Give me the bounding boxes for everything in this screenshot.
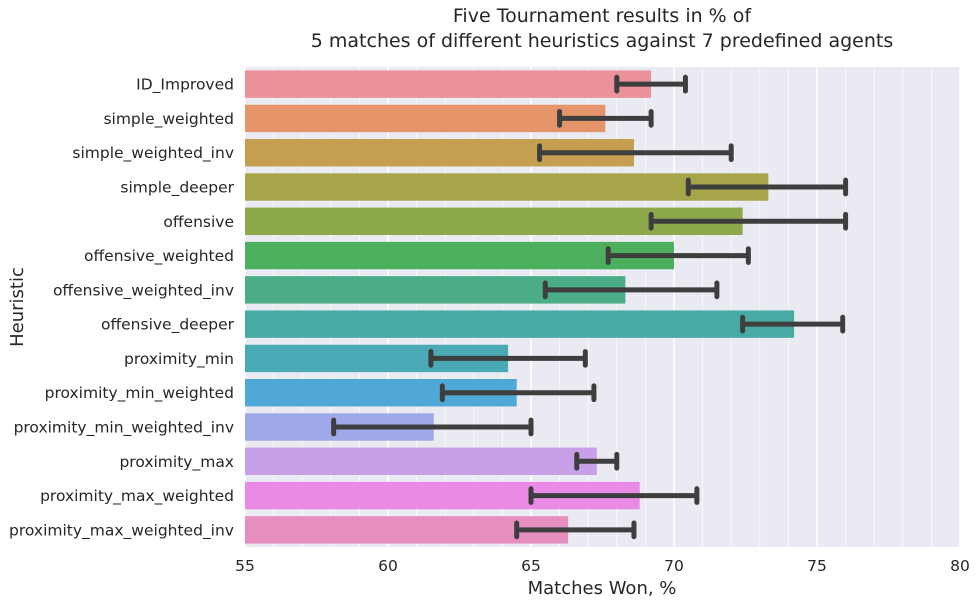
y-tick-label: proximity_min_weighted_inv [14,419,234,438]
bar [245,310,795,338]
y-tick-label: offensive [163,213,234,231]
y-tick-label: proximity_max_weighted_inv [9,521,234,540]
bar [245,104,606,133]
y-tick-label: proximity_max [119,453,234,472]
bars [245,70,795,544]
y-tick-label: proximity_max_weighted [40,487,234,506]
y-tick-label: offensive_weighted_inv [53,281,234,300]
y-tick-label: simple_weighted_inv [72,144,234,163]
bar [245,241,674,270]
chart-title: Five Tournament results in % of 5 matche… [311,5,893,52]
y-tick-labels: ID_Improved simple_weighted simple_weighte… [9,76,235,541]
chart-title-line-2: 5 matches of different heuristics agains… [311,30,893,52]
y-tick-label: proximity_min [124,350,234,369]
bar [245,447,597,475]
y-tick-label: simple_weighted [103,110,234,129]
y-tick-label: offensive_deeper [101,316,235,335]
y-tick-label: simple_deeper [120,179,234,198]
x-tick-label: 75 [807,557,827,575]
y-tick-label: proximity_min_weighted [45,384,234,403]
bar [245,173,769,201]
chart-title-line-1: Five Tournament results in % of [453,5,753,27]
y-tick-label: offensive_weighted [84,247,234,266]
x-tick-label: 55 [235,557,255,575]
y-axis-label: Heuristic [7,267,28,347]
x-axis-label: Matches Won, % [528,578,677,599]
error-bars [331,74,849,540]
x-tick-label: 60 [378,557,398,575]
x-tick-label: 70 [664,557,684,575]
x-tick-labels: 55 60 65 70 75 80 [235,557,970,575]
x-tick-label: 65 [521,557,541,575]
y-tick-label: ID_Improved [136,76,234,95]
x-tick-label: 80 [950,557,970,575]
bar [245,70,652,98]
